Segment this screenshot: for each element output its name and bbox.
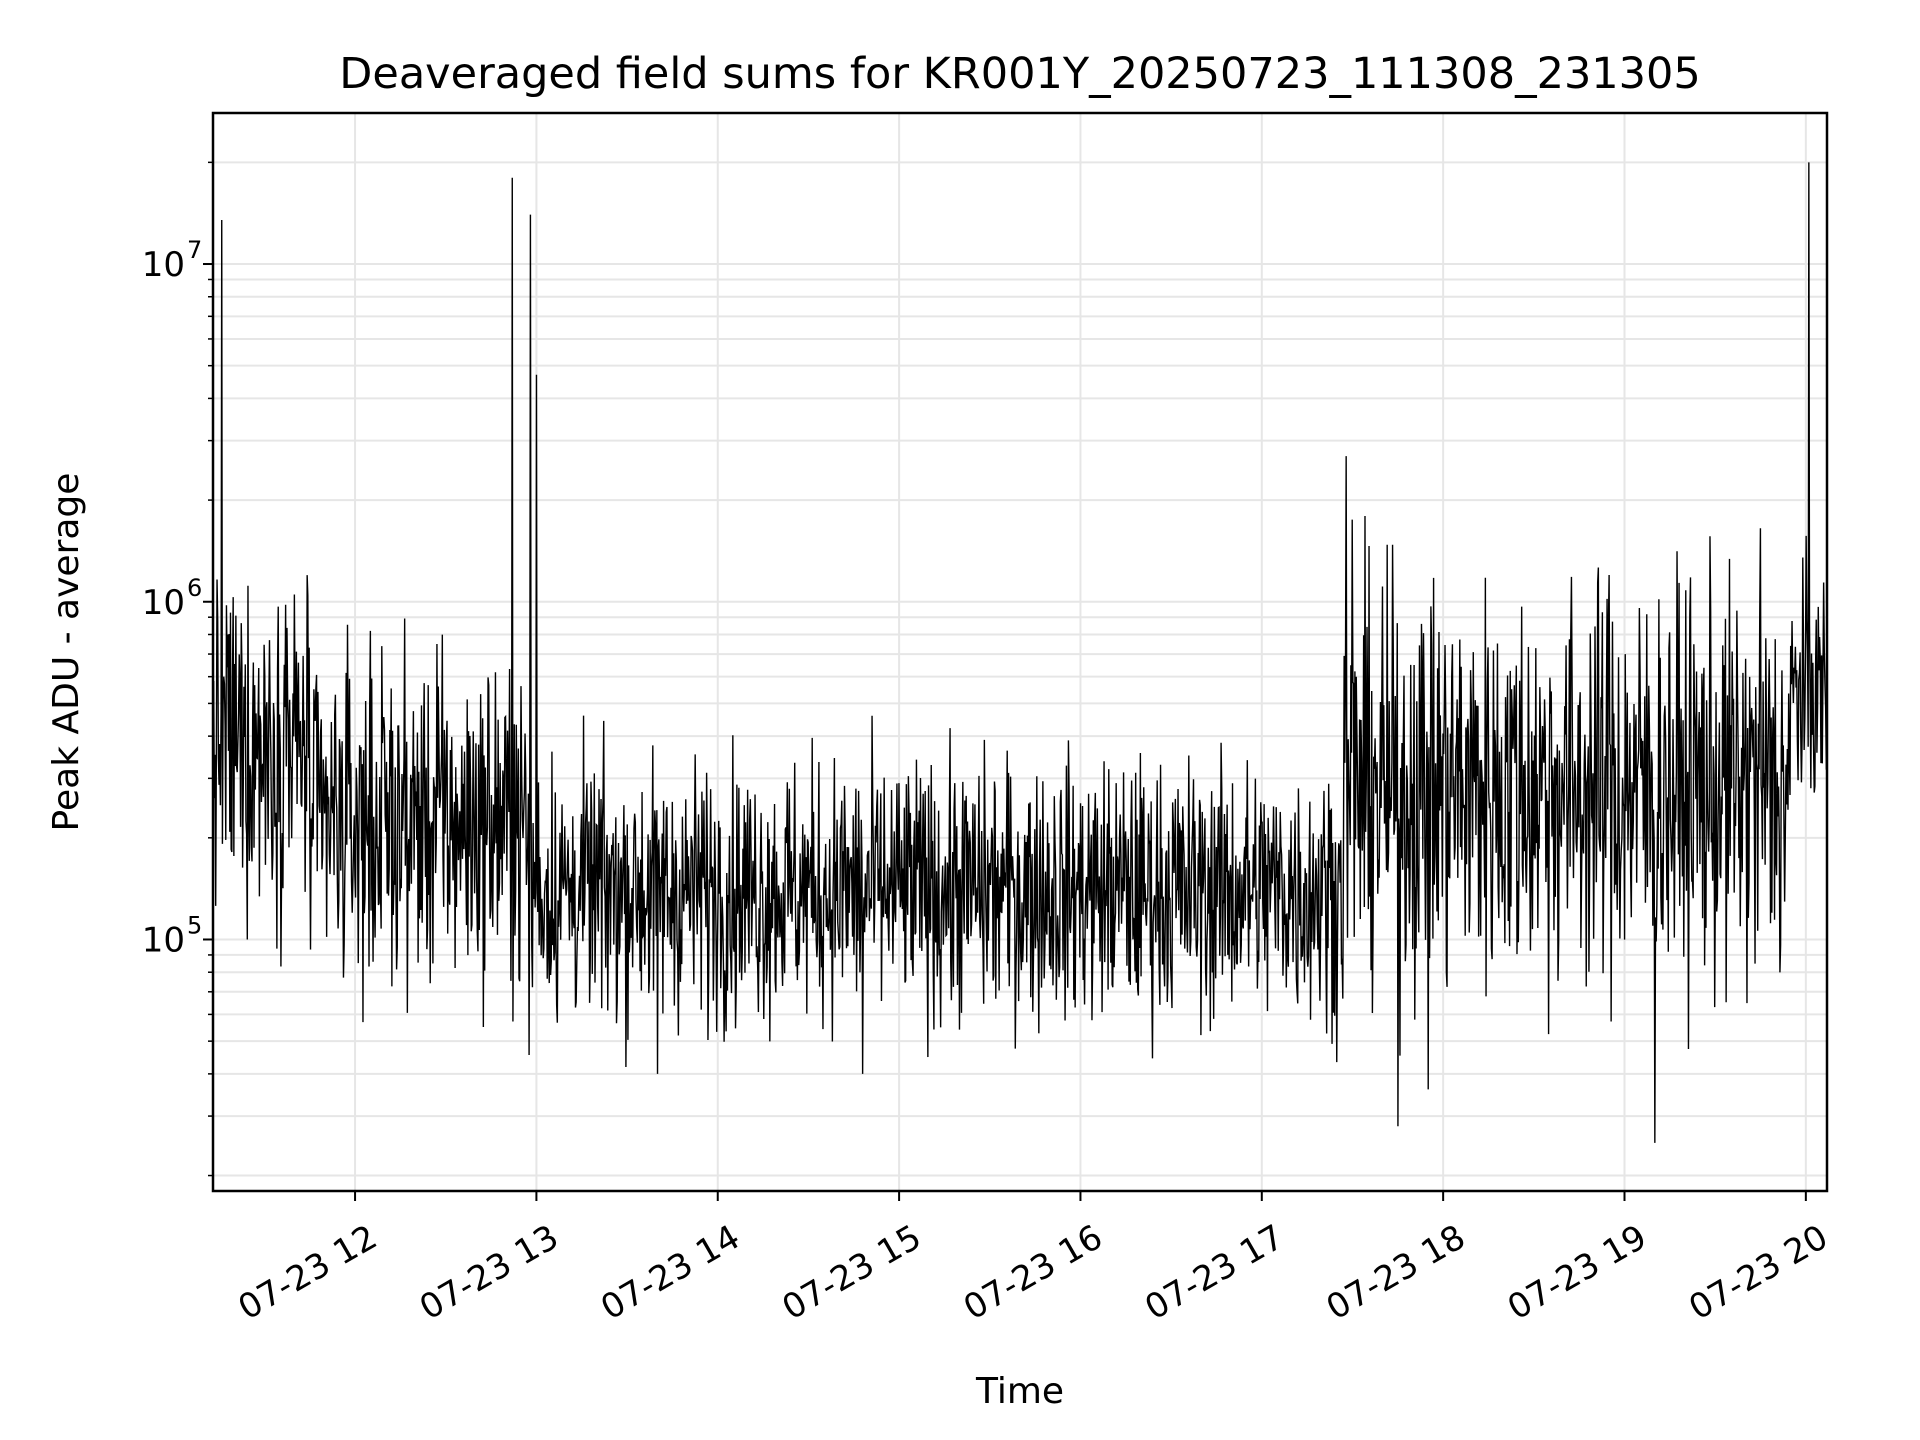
y-tick-label: 10 <box>142 245 185 285</box>
y-tick-exponent: 6 <box>187 574 202 602</box>
chart-title: Deaveraged field sums for KR001Y_2025072… <box>339 49 1701 99</box>
x-axis-label: Time <box>975 1371 1064 1412</box>
y-tick-label: 10 <box>142 583 185 623</box>
axes-frame <box>211 111 1829 1193</box>
plot-area <box>212 162 1828 1143</box>
y-axis-label: Peak ADU - average <box>46 473 87 832</box>
series-line <box>212 162 1828 1143</box>
y-tick-label: 10 <box>142 920 185 960</box>
y-tick-exponent: 7 <box>187 236 202 264</box>
y-tick-exponent: 5 <box>187 911 202 939</box>
